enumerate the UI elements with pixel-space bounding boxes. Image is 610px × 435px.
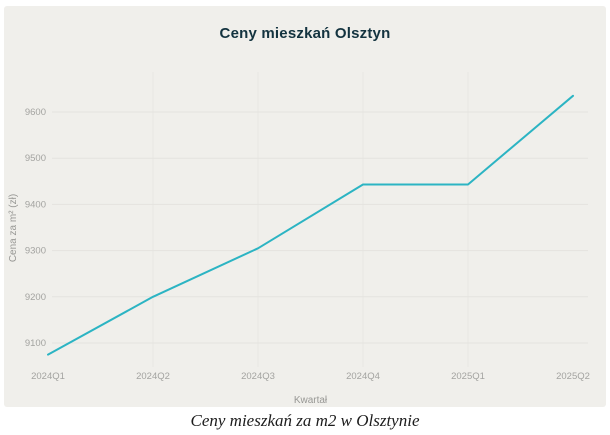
y-tick-label: 9400 [25, 199, 46, 210]
y-tick-label: 9200 [25, 292, 46, 303]
chart-title: Ceny mieszkań Olsztyn [219, 25, 391, 42]
x-tick-label: 2025Q1 [451, 371, 485, 382]
x-tick-label: 2025Q2 [556, 371, 590, 382]
price-line [47, 94, 574, 356]
y-tick-label: 9500 [25, 153, 46, 164]
x-tick-label: 2024Q2 [136, 371, 170, 382]
y-tick-label: 9300 [25, 246, 46, 257]
y-gridlines [52, 111, 588, 344]
y-tick-label: 9100 [25, 338, 46, 349]
figure-caption: Ceny mieszkań za m2 w Olsztynie [190, 411, 420, 430]
x-gridlines [152, 72, 469, 367]
x-tick-label: 2024Q4 [346, 371, 380, 382]
x-tick-labels: 2024Q1 2024Q2 2024Q3 2024Q4 2025Q1 2025Q2 [31, 371, 590, 382]
x-tick-label: 2024Q1 [31, 371, 65, 382]
chart-card: Ceny mieszkań Olsztyn 9100 9200 9300 9400 95… [4, 6, 606, 407]
y-tick-label: 9600 [25, 107, 46, 118]
x-axis-title: Kwartał [294, 395, 328, 406]
y-tick-labels: 9100 9200 9300 9400 9500 9600 [25, 107, 46, 349]
y-axis-title: Cena za m² (zł) [8, 194, 19, 262]
x-tick-label: 2024Q3 [241, 371, 275, 382]
